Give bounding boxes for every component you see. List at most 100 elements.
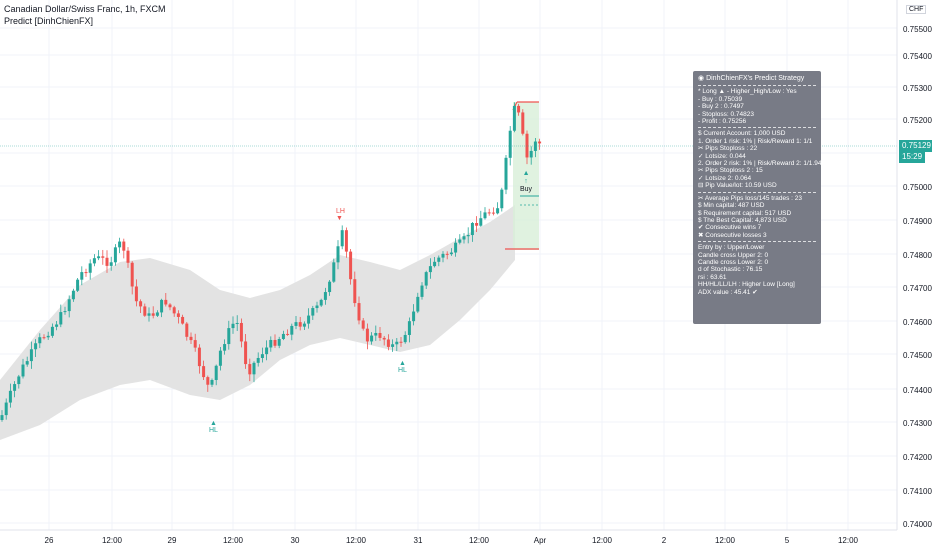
panel-line: $ Current Account: 1,000 USD — [698, 130, 786, 138]
candle-body — [113, 247, 117, 263]
arrow-up-icon: ▲ — [399, 360, 406, 367]
candle-body — [307, 315, 311, 324]
candle-body — [256, 357, 260, 363]
candle-body — [185, 323, 189, 337]
candle-body — [38, 337, 42, 344]
candle-body — [286, 333, 290, 335]
candle-body — [487, 212, 491, 214]
candle-body — [441, 253, 445, 258]
candle-body — [84, 272, 88, 274]
panel-line: Candle cross Upper 2: 0 — [698, 251, 769, 259]
indicator-title[interactable]: Predict [DinhChienFX] — [4, 16, 94, 26]
panel-line: - Buy : 0.75039 — [698, 95, 743, 103]
candle-body — [399, 341, 403, 343]
panel-line: * Long ▲ - Higher_High/Low : Yes — [698, 88, 797, 96]
candle-body — [189, 336, 193, 341]
candle-body — [269, 339, 273, 348]
candle-body — [143, 306, 147, 316]
candle-body — [97, 256, 101, 259]
candle-body — [533, 141, 537, 151]
candle-body — [0, 415, 4, 420]
candle-body — [420, 285, 424, 297]
panel-line: - Profit : 0.75256 — [698, 118, 747, 126]
panel-line: $ Min capital: 487 USD — [698, 202, 765, 210]
candle-body — [239, 322, 243, 342]
candle-body — [92, 258, 96, 264]
candle-body — [428, 266, 432, 273]
candle-body — [378, 332, 382, 338]
candle-body — [214, 365, 218, 380]
candle-body — [466, 235, 470, 237]
candle-body — [273, 339, 277, 346]
panel-line: ✓ Lotsize 2: 0.064 — [698, 174, 752, 182]
panel-line: d of Stochastic : 76.15 — [698, 266, 763, 274]
panel-line: ADX value : 45.41 ✔ — [698, 288, 758, 296]
candle-body — [139, 301, 143, 307]
lh-marker: LH ▼ — [336, 208, 345, 222]
candle-body — [168, 304, 172, 308]
candle-body — [386, 339, 390, 347]
candle-body — [416, 296, 420, 312]
candle-body — [403, 334, 407, 343]
time-tick-label: 12:00 — [714, 536, 736, 545]
panel-line: ✂ Average Pips loss/145 trades : 23 — [698, 194, 802, 202]
candle-body — [294, 322, 298, 326]
candle-body — [50, 326, 54, 336]
price-tick-label: 0.74300 — [903, 419, 932, 428]
candle-body — [483, 212, 487, 219]
panel-line: 2. Order 2 risk: 1% | Risk/Reward 2: 1/1… — [698, 160, 821, 168]
candle-body — [315, 305, 319, 309]
candle-body — [529, 150, 533, 158]
candle-body — [122, 241, 126, 251]
panel-divider — [698, 191, 816, 193]
time-tick-label: 29 — [167, 536, 177, 545]
candle-body — [206, 377, 210, 385]
panel-line: - Stoploss: 0.74823 — [698, 110, 755, 118]
candle-body — [462, 236, 466, 240]
price-tick-label: 0.74900 — [903, 217, 932, 226]
candle-body — [8, 390, 12, 403]
candle-body — [512, 105, 516, 131]
candle-body — [491, 212, 495, 214]
candle-body — [357, 303, 361, 321]
candle-body — [445, 253, 449, 255]
candle-body — [25, 361, 29, 365]
candle-body — [130, 262, 134, 287]
candle-body — [34, 343, 38, 350]
candle-body — [521, 112, 525, 134]
candle-body — [412, 311, 416, 322]
candle-body — [235, 322, 239, 324]
candle-body — [88, 263, 92, 273]
candle-body — [223, 344, 227, 351]
currency-label[interactable]: CHF — [906, 5, 927, 14]
candle-body — [181, 316, 185, 324]
panel-title-text: DinhChienFX's Predict Strategy — [706, 75, 805, 82]
candle-body — [344, 230, 348, 252]
price-tick-label: 0.75400 — [903, 52, 932, 61]
time-tick-label: 12:00 — [591, 536, 613, 545]
candle-body — [374, 332, 378, 336]
candle-body — [458, 239, 462, 243]
time-tick-label: 12:00 — [837, 536, 859, 545]
time-tick-label: 5 — [784, 536, 790, 545]
arrow-up-icon: ▲ — [210, 420, 217, 427]
candlestick-series — [0, 102, 542, 422]
candle-body — [265, 347, 269, 355]
symbol-title[interactable]: Canadian Dollar/Swiss Franc, 1h, FXCM — [4, 4, 166, 14]
candle-body — [155, 312, 159, 316]
candle-body — [281, 333, 285, 340]
price-tick-label: 0.74800 — [903, 251, 932, 260]
price-tick-label: 0.74500 — [903, 351, 932, 360]
candle-body — [231, 323, 235, 329]
hl-label: HL — [398, 367, 407, 374]
candle-body — [109, 262, 113, 266]
panel-line: ✖ Consecutive losses 3 — [698, 231, 767, 239]
candle-body — [101, 256, 105, 258]
prediction-band — [0, 205, 515, 440]
candle-body — [496, 208, 500, 214]
time-tick-label: 12:00 — [345, 536, 367, 545]
candle-body — [433, 261, 437, 267]
panel-line: ✓ Lotsize: 0.044 — [698, 152, 746, 160]
candle-body — [4, 402, 8, 416]
candle-body — [13, 384, 17, 391]
